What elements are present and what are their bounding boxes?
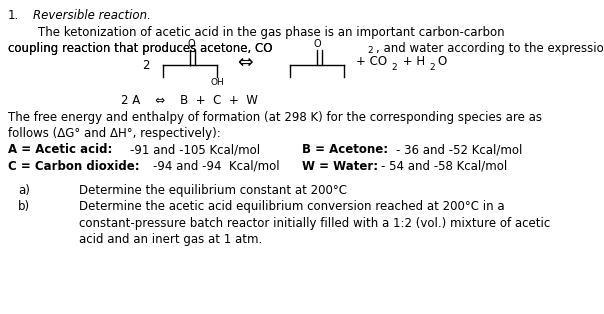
Text: acid and an inert gas at 1 atm.: acid and an inert gas at 1 atm. xyxy=(79,233,262,246)
Text: Determine the equilibrium constant at 200°C: Determine the equilibrium constant at 20… xyxy=(79,184,347,197)
Text: a): a) xyxy=(18,184,30,197)
Text: 2: 2 xyxy=(368,46,373,55)
Text: B = Acetone:: B = Acetone: xyxy=(302,143,388,156)
Text: coupling reaction that produces acetone, CO: coupling reaction that produces acetone,… xyxy=(8,42,272,55)
Text: O: O xyxy=(437,55,446,68)
Text: ⇔: ⇔ xyxy=(237,52,252,71)
Text: 2: 2 xyxy=(391,63,397,72)
Text: + CO: + CO xyxy=(356,55,388,68)
Text: W = Water:: W = Water: xyxy=(302,160,378,173)
Text: -94 and -94  Kcal/mol: -94 and -94 Kcal/mol xyxy=(153,160,280,173)
Text: The ketonization of acetic acid in the gas phase is an important carbon-carbon: The ketonization of acetic acid in the g… xyxy=(8,26,504,39)
Text: 1.: 1. xyxy=(8,9,19,22)
Text: A = Acetic acid:: A = Acetic acid: xyxy=(8,143,112,156)
Text: - 54 and -58 Kcal/mol: - 54 and -58 Kcal/mol xyxy=(381,160,507,173)
Text: Reversible reaction.: Reversible reaction. xyxy=(33,9,151,22)
Text: C = Carbon dioxide:: C = Carbon dioxide: xyxy=(8,160,140,173)
Text: 2: 2 xyxy=(429,63,435,72)
Text: - 36 and -52 Kcal/mol: - 36 and -52 Kcal/mol xyxy=(396,143,522,156)
Text: constant-pressure batch reactor initially filled with a 1:2 (vol.) mixture of ac: constant-pressure batch reactor initiall… xyxy=(79,217,550,230)
Text: O: O xyxy=(187,39,194,49)
Text: 2 A    ⇔    B  +  C  +  W: 2 A ⇔ B + C + W xyxy=(121,94,258,107)
Text: -91 and -105 Kcal/mol: -91 and -105 Kcal/mol xyxy=(130,143,260,156)
Text: Determine the acetic acid equilibrium conversion reached at 200°C in a: Determine the acetic acid equilibrium co… xyxy=(79,200,504,214)
Text: The free energy and enthalpy of formation (at 298 K) for the corresponding speci: The free energy and enthalpy of formatio… xyxy=(8,111,542,124)
Text: follows (ΔG° and ΔH°, respectively):: follows (ΔG° and ΔH°, respectively): xyxy=(8,127,220,140)
Text: 2: 2 xyxy=(142,58,149,72)
Text: b): b) xyxy=(18,200,30,214)
Text: + H: + H xyxy=(399,55,425,68)
Text: OH: OH xyxy=(210,78,224,87)
Text: O: O xyxy=(314,39,321,49)
Text: coupling reaction that produces acetone, CO: coupling reaction that produces acetone,… xyxy=(8,42,272,55)
Text: , and water according to the expression:: , and water according to the expression: xyxy=(376,42,604,55)
